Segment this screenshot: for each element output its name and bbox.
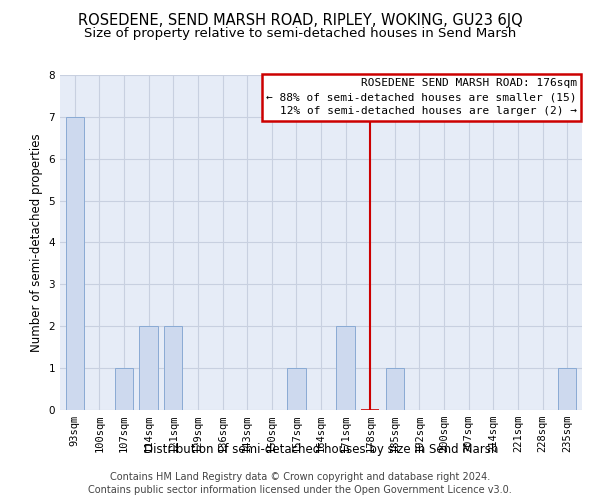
Text: Size of property relative to semi-detached houses in Send Marsh: Size of property relative to semi-detach… [84, 28, 516, 40]
Text: ROSEDENE SEND MARSH ROAD: 176sqm
← 88% of semi-detached houses are smaller (15)
: ROSEDENE SEND MARSH ROAD: 176sqm ← 88% o… [266, 78, 577, 116]
Text: Contains public sector information licensed under the Open Government Licence v3: Contains public sector information licen… [88, 485, 512, 495]
Bar [558, 368, 577, 410]
Text: ROSEDENE, SEND MARSH ROAD, RIPLEY, WOKING, GU23 6JQ: ROSEDENE, SEND MARSH ROAD, RIPLEY, WOKIN… [77, 12, 523, 28]
Text: Distribution of semi-detached houses by size in Send Marsh: Distribution of semi-detached houses by … [144, 442, 498, 456]
Bar [139, 326, 158, 410]
Bar [386, 368, 404, 410]
Bar [65, 117, 84, 410]
Bar [287, 368, 305, 410]
Bar [337, 326, 355, 410]
Y-axis label: Number of semi-detached properties: Number of semi-detached properties [30, 133, 43, 352]
Bar [164, 326, 182, 410]
Bar [115, 368, 133, 410]
Text: Contains HM Land Registry data © Crown copyright and database right 2024.: Contains HM Land Registry data © Crown c… [110, 472, 490, 482]
